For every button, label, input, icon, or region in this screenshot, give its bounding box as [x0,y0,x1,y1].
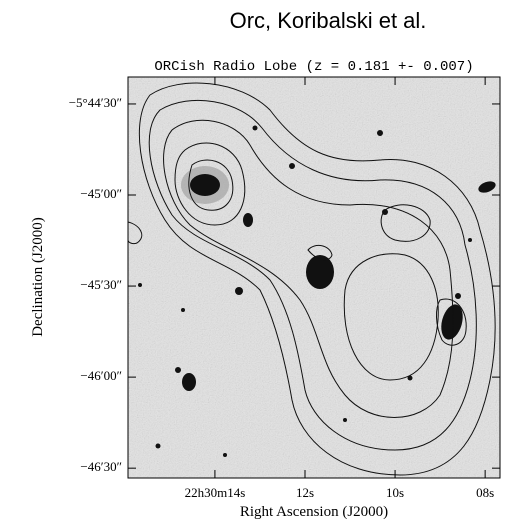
star [235,287,243,295]
star [289,163,295,169]
star [455,293,461,299]
contour [380,204,431,242]
contour [138,82,496,476]
radio-contours [128,82,496,476]
chart-title: ORCish Radio Lobe (z = 0.181 +- 0.007) [154,59,473,75]
y-tick-label: −46′00″ [80,368,122,383]
star [343,418,347,422]
star [382,209,388,215]
star [155,443,161,449]
star [138,283,142,287]
contour [148,99,477,451]
star [252,125,258,131]
contour [163,119,454,418]
contour [188,159,234,211]
star [243,213,253,227]
x-tick-label: 10s [386,485,404,500]
header-text: Orc, Koribalski et al. [230,8,427,33]
contour [307,244,333,261]
y-axis-label: Declination (J2000) [30,217,46,337]
contour [174,142,246,226]
x-tick-label: 08s [476,485,494,500]
x-tick-label: 12s [296,485,314,500]
y-tick-label: −46′30″ [80,459,122,474]
star [407,375,413,381]
sources [138,125,496,457]
x-axis-label: Right Ascension (J2000) [240,504,388,520]
galaxy [190,174,220,196]
sky-image [128,77,500,478]
y-tick-label: −45′30″ [80,277,122,292]
star [223,453,227,457]
plot-frame [127,76,501,479]
y-tick-label: −5°44′30″ [69,95,122,110]
star [175,367,181,373]
contour [343,253,439,381]
galaxy [478,181,496,193]
star [181,308,185,312]
contour [128,221,143,245]
galaxy [306,255,334,289]
y-tick-label: −45′00″ [80,186,122,201]
galaxy [182,373,196,391]
x-tick-label: 22h30m14s [185,485,246,500]
contour [436,298,467,346]
star [377,130,383,136]
galaxy [441,304,463,340]
star [468,238,472,242]
